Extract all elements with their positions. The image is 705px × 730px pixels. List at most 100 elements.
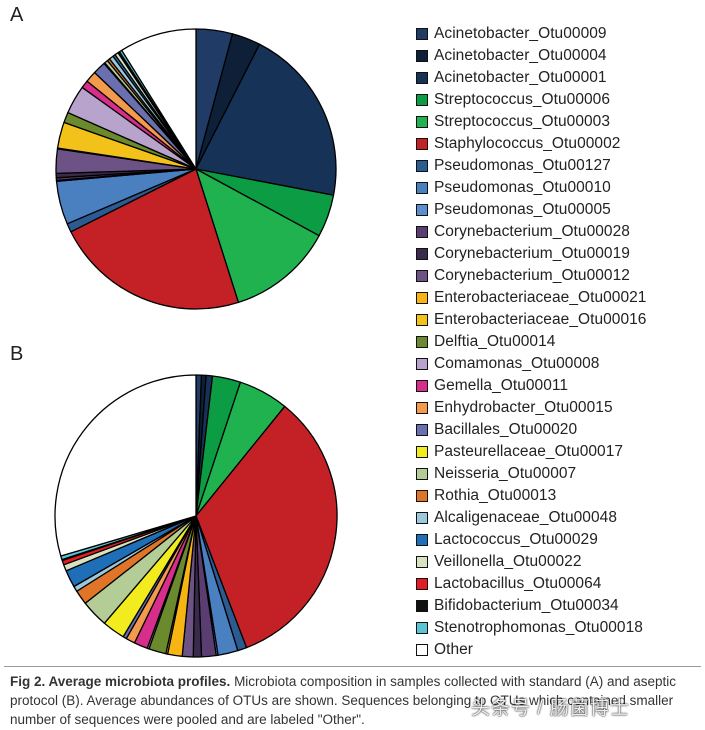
legend-label: Neisseria_Otu00007 — [434, 465, 577, 482]
legend-item: Enterobacteriaceae_Otu00021 — [416, 287, 646, 309]
legend-item: Corynebacterium_Otu00028 — [416, 221, 646, 243]
legend-label: Corynebacterium_Otu00012 — [434, 267, 630, 284]
legend-label: Staphylococcus_Otu00002 — [434, 135, 621, 152]
legend-item: Streptococcus_Otu00006 — [416, 89, 646, 111]
legend-item: Pseudomonas_Otu00010 — [416, 177, 646, 199]
pie-slice — [70, 168, 240, 310]
legend-item: Streptococcus_Otu00003 — [416, 111, 646, 133]
legend-swatch — [416, 160, 428, 172]
legend-item: Lactobacillus_Otu00064 — [416, 573, 646, 595]
panel-a-label: A — [10, 4, 24, 26]
legend-label: Comamonas_Otu00008 — [434, 355, 600, 372]
legend-swatch — [416, 578, 428, 590]
caption-text: Microbiota composition in samples collec… — [10, 674, 677, 727]
legend-label: Delftia_Otu00014 — [434, 333, 556, 350]
legend-swatch — [416, 50, 428, 62]
legend-label: Acinetobacter_Otu00009 — [434, 25, 607, 42]
legend-label: Streptococcus_Otu00006 — [434, 91, 611, 108]
legend-item: Bifidobacterium_Otu00034 — [416, 595, 646, 617]
legend-swatch — [416, 28, 428, 40]
legend-swatch — [416, 468, 428, 480]
legend-item: Enterobacteriaceae_Otu00016 — [416, 309, 646, 331]
legend-item: Pseudomonas_Otu00005 — [416, 199, 646, 221]
legend-label: Corynebacterium_Otu00019 — [434, 245, 630, 262]
legend-swatch — [416, 204, 428, 216]
legend-swatch — [416, 600, 428, 612]
legend-swatch — [416, 512, 428, 524]
legend-label: Enhydrobacter_Otu00015 — [434, 399, 613, 416]
legend-item: Veillonella_Otu00022 — [416, 551, 646, 573]
legend-item: Lactococcus_Otu00029 — [416, 529, 646, 551]
legend-swatch — [416, 336, 428, 348]
legend-label: Acinetobacter_Otu00004 — [434, 47, 607, 64]
legend-swatch — [416, 248, 428, 260]
legend-label: Pseudomonas_Otu00005 — [434, 201, 611, 218]
legend-label: Alcaligenaceae_Otu00048 — [434, 509, 617, 526]
legend-item: Other — [416, 639, 646, 661]
legend-swatch — [416, 644, 428, 656]
pie-slice — [54, 374, 197, 557]
legend-swatch — [416, 358, 428, 370]
legend-item: Acinetobacter_Otu00004 — [416, 45, 646, 67]
legend-label: Corynebacterium_Otu00028 — [434, 223, 630, 240]
legend-label: Enterobacteriaceae_Otu00021 — [434, 289, 647, 306]
pie-slice — [121, 28, 197, 170]
legend-item: Gemella_Otu00011 — [416, 375, 646, 397]
legend-label: Bacillales_Otu00020 — [434, 421, 578, 438]
pie-slice — [195, 405, 338, 649]
pie-charts — [54, 28, 338, 658]
legend-item: Staphylococcus_Otu00002 — [416, 133, 646, 155]
legend-swatch — [416, 380, 428, 392]
pie-slice — [195, 43, 337, 196]
legend-item: Acinetobacter_Otu00009 — [416, 23, 646, 45]
legend-swatch — [416, 402, 428, 414]
legend-swatch — [416, 556, 428, 568]
legend-label: Pseudomonas_Otu00010 — [434, 179, 611, 196]
legend-item: Bacillales_Otu00020 — [416, 419, 646, 441]
legend-label: Streptococcus_Otu00003 — [434, 113, 611, 130]
legend-label: Gemella_Otu00011 — [434, 377, 569, 394]
legend-swatch — [416, 292, 428, 304]
legend-label: Acinetobacter_Otu00001 — [434, 69, 607, 86]
legend-swatch — [416, 182, 428, 194]
legend-swatch — [416, 534, 428, 546]
legend-item: Alcaligenaceae_Otu00048 — [416, 507, 646, 529]
pie-slice — [195, 168, 320, 304]
legend-item: Acinetobacter_Otu00001 — [416, 67, 646, 89]
legend-item: Stenotrophomonas_Otu00018 — [416, 617, 646, 639]
legend-item: Corynebacterium_Otu00012 — [416, 265, 646, 287]
legend-label: Lactococcus_Otu00029 — [434, 531, 598, 548]
pie-a — [55, 28, 337, 310]
legend-label: Veillonella_Otu00022 — [434, 553, 582, 570]
legend-label: Enterobacteriaceae_Otu00016 — [434, 311, 647, 328]
legend-item: Corynebacterium_Otu00019 — [416, 243, 646, 265]
pie-b — [54, 374, 338, 658]
legend-label: Rothia_Otu00013 — [434, 487, 557, 504]
legend-swatch — [416, 490, 428, 502]
figure-caption: Fig 2. Average microbiota profiles. Micr… — [10, 672, 698, 729]
watermark: 头条号 / 肠菌博士 — [471, 698, 630, 719]
legend-item: Enhydrobacter_Otu00015 — [416, 397, 646, 419]
legend: Acinetobacter_Otu00009 Acinetobacter_Otu0… — [416, 23, 646, 661]
legend-label: Stenotrophomonas_Otu00018 — [434, 619, 643, 636]
legend-item: Neisseria_Otu00007 — [416, 463, 646, 485]
caption-label: Fig 2. Average microbiota profiles. — [10, 674, 231, 689]
legend-swatch — [416, 314, 428, 326]
legend-swatch — [416, 116, 428, 128]
legend-item: Delftia_Otu00014 — [416, 331, 646, 353]
legend-swatch — [416, 424, 428, 436]
panel-b-label: B — [10, 343, 24, 365]
legend-swatch — [416, 72, 428, 84]
legend-item: Pasteurellaceae_Otu00017 — [416, 441, 646, 463]
legend-swatch — [416, 622, 428, 634]
legend-label: Lactobacillus_Otu00064 — [434, 575, 602, 592]
legend-swatch — [416, 270, 428, 282]
legend-label: Other — [434, 641, 474, 658]
legend-swatch — [416, 138, 428, 150]
legend-swatch — [416, 226, 428, 238]
legend-item: Pseudomonas_Otu00127 — [416, 155, 646, 177]
legend-label: Pseudomonas_Otu00127 — [434, 157, 611, 174]
legend-swatch — [416, 446, 428, 458]
legend-item: Rothia_Otu00013 — [416, 485, 646, 507]
legend-swatch — [416, 94, 428, 106]
